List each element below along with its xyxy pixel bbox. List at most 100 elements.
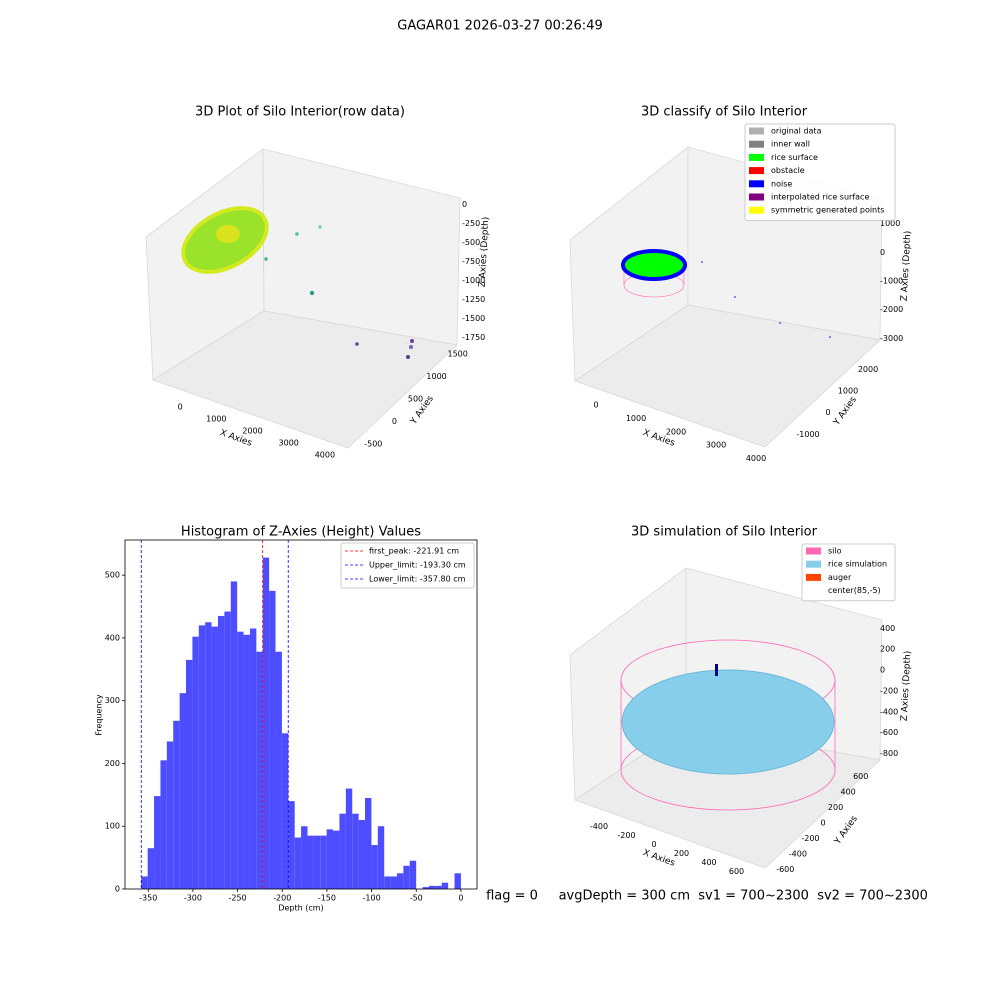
bar (441, 882, 449, 889)
bar (281, 733, 289, 889)
y-tick-label: 600 (853, 772, 868, 781)
x-tick-label: -350 (139, 894, 157, 903)
x-tick-label: 0 (593, 401, 598, 410)
legend-label: interpolated rice surface (771, 193, 869, 202)
bar (454, 873, 461, 889)
bar (211, 626, 218, 889)
y-tick-label: 1000 (838, 387, 858, 396)
bar (243, 634, 250, 889)
bar (154, 796, 161, 889)
z-tick-label: -1250 (462, 295, 485, 304)
bar (198, 625, 206, 889)
x-tick-label: 3000 (706, 441, 726, 450)
legend-swatch (806, 547, 821, 555)
x-tick-label: -200 (273, 894, 291, 903)
x-tick-label: -100 (363, 894, 381, 903)
x-tick-label: -50 (410, 894, 423, 903)
bar (237, 631, 244, 889)
bar (403, 865, 410, 889)
bar (339, 813, 346, 889)
y-tick-label: -500 (364, 440, 382, 449)
y-tick-label: -200 (801, 834, 819, 843)
bar (352, 813, 359, 889)
legend-swatch (749, 193, 764, 201)
x-tick-label: 0 (458, 894, 463, 903)
bar (358, 819, 366, 889)
x-tick-label: -400 (590, 822, 608, 831)
bar (365, 797, 372, 889)
y-tick-label: -600 (776, 865, 794, 874)
legend-label: rice simulation (828, 560, 887, 569)
bar (294, 837, 302, 889)
y-tick-label: 400 (105, 633, 120, 642)
legend-swatch (749, 140, 764, 148)
y-tick-label: 500 (105, 571, 120, 580)
z-tick-label: -1750 (462, 333, 485, 342)
bar (192, 636, 199, 889)
z-axis-label: Z Axies (Depth) (900, 651, 914, 722)
y-tick-label: 0 (820, 819, 825, 828)
legend-swatch (806, 587, 821, 595)
y-tick-label: 200 (105, 759, 120, 768)
z-tick-label: -1000 (462, 276, 485, 285)
legend-box (801, 543, 896, 602)
x-tick-label: 400 (701, 858, 716, 867)
chart-title: 3D simulation of Silo Interior (631, 525, 818, 540)
z-tick-label: -500 (462, 238, 480, 247)
legend-label: original data (771, 127, 822, 136)
bar (371, 845, 378, 889)
bar (147, 848, 155, 889)
bar (301, 826, 308, 889)
legend-label: Upper_limit: -193.30 cm (369, 561, 466, 570)
x-tick-label: 2000 (242, 427, 262, 436)
z-tick-label: -250 (462, 219, 480, 228)
y-axis-label: Frequency (95, 694, 104, 736)
z-axis-label: Z Axies (Depth) (478, 217, 492, 288)
z-tick-label: 200 (880, 645, 895, 654)
legend-swatch (806, 573, 821, 581)
chart-title: 3D Plot of Silo Interior(row data) (195, 105, 405, 120)
z-tick-label: 0 (880, 666, 885, 675)
bar (313, 835, 321, 889)
bar (320, 835, 327, 889)
bar (179, 693, 187, 889)
x-tick-label: 4000 (746, 454, 766, 463)
plot-frame (124, 539, 478, 890)
bar (288, 801, 295, 889)
z-tick-label: -200 (880, 686, 898, 695)
y-tick-label: 1500 (447, 349, 467, 358)
bar (230, 581, 238, 889)
z-tick-label: -800 (880, 749, 898, 758)
legend-swatch (749, 153, 764, 161)
x-tick-label: 0 (651, 840, 656, 849)
y-tick-label: 0 (115, 885, 120, 894)
bar (396, 873, 404, 889)
bar (390, 876, 397, 889)
legend-label: noise (771, 179, 792, 188)
bar (262, 557, 270, 889)
legend-label: inner wall (771, 140, 810, 149)
bar (186, 659, 193, 889)
bar (249, 628, 257, 889)
z-tick-label: 0 (462, 200, 467, 209)
bar (205, 622, 212, 889)
x-tick-label: 600 (729, 867, 744, 876)
y-tick-label: 400 (841, 788, 856, 797)
legend-label: symmetric generated points (771, 206, 884, 215)
x-tick-label: -300 (184, 894, 202, 903)
y-tick-label: -1000 (796, 430, 819, 439)
y-tick-label: 0 (392, 417, 397, 426)
bar (326, 829, 334, 889)
z-tick-label: -400 (880, 707, 898, 716)
bar (428, 885, 436, 889)
legend-label: auger (828, 573, 852, 582)
z-axis-label: Z Axies (Depth) (900, 231, 914, 302)
bar (307, 835, 314, 889)
legend-swatch (749, 180, 764, 188)
bar (422, 887, 429, 889)
x-tick-label: -200 (617, 831, 635, 840)
x-tick-label: 0 (178, 403, 183, 412)
legend-swatch (749, 206, 764, 214)
bar (409, 860, 417, 889)
